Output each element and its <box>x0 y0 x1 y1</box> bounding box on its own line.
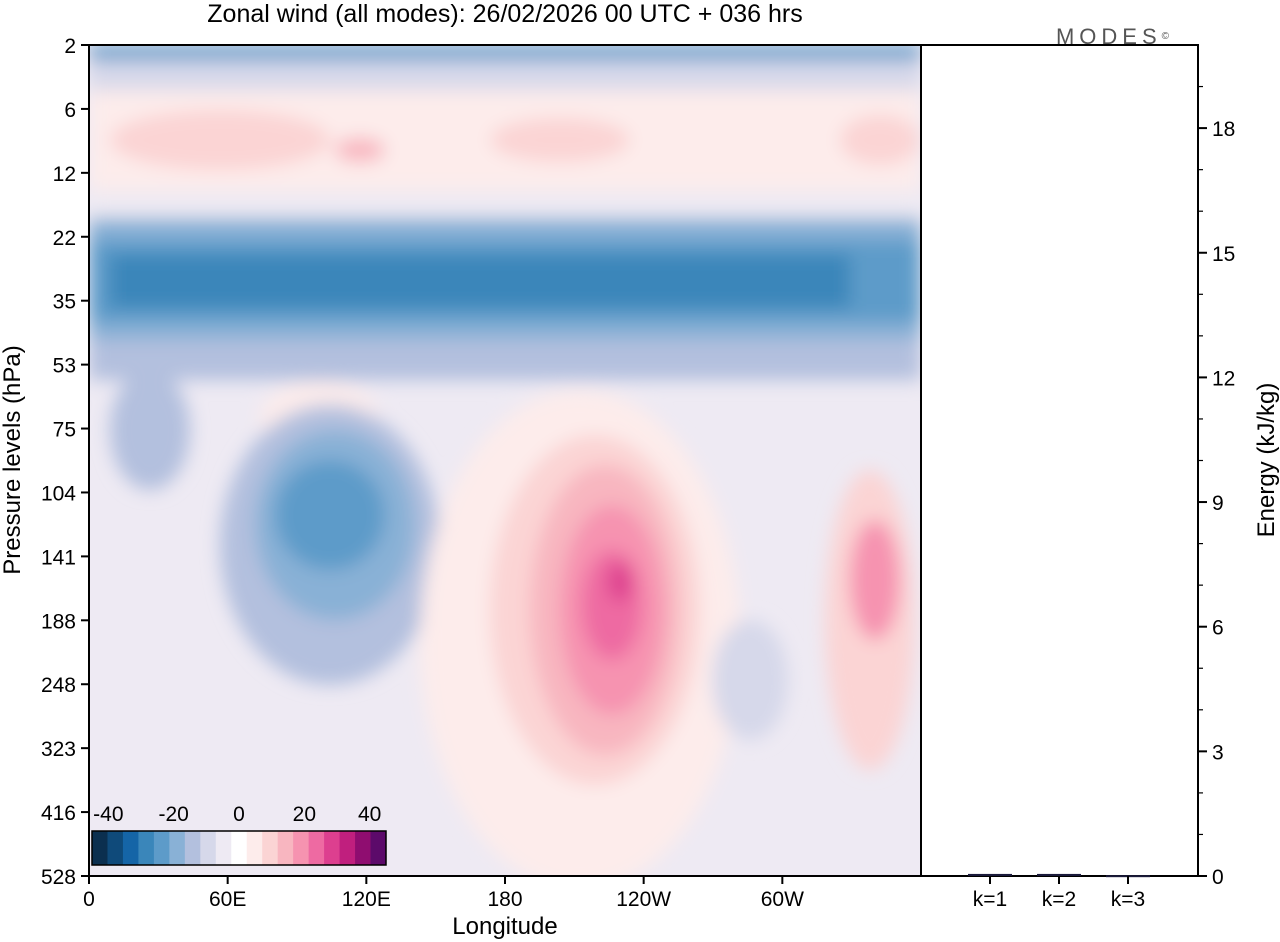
energy-tick-label: 3 <box>1212 741 1224 764</box>
x-tick-label: 60W <box>761 888 804 911</box>
energy-tick-label: 0 <box>1212 866 1224 889</box>
colorbar-swatch <box>324 831 341 865</box>
field-eastern-lobe-core <box>850 520 900 640</box>
field-jet-fringe <box>89 340 921 380</box>
energy-tick-label: 18 <box>1212 118 1235 141</box>
y-axis-label: Pressure levels (hPa) <box>0 345 26 574</box>
field-upper-easterly <box>89 45 921 63</box>
colorbar-swatch <box>339 831 356 865</box>
y-tick-label: 323 <box>41 738 76 761</box>
heatmap-axes: 0 60E 120E 180 120W 60W 2 6 12 22 35 53 75 104 141 188 2… <box>41 35 804 911</box>
colorbar-swatch <box>277 831 294 865</box>
field-westerly-blob-2 <box>490 118 630 162</box>
energy-x-tick-label: k=3 <box>1111 888 1145 911</box>
colorbar-swatch <box>262 831 279 865</box>
y-tick-label: 2 <box>64 35 76 58</box>
field-easterly-west <box>110 370 190 490</box>
y-tick-label: 22 <box>53 227 76 250</box>
colorbar-swatch <box>122 831 139 865</box>
y-tick-label: 528 <box>41 866 76 889</box>
y-tick-label: 53 <box>53 355 76 378</box>
colorbar-swatch <box>169 831 186 865</box>
field-easterly-core <box>275 460 385 570</box>
colorbar: -40 -20 0 20 40 <box>91 803 387 866</box>
chart-title: Zonal wind (all modes): 26/02/2026 00 UT… <box>207 0 802 28</box>
colorbar-swatch <box>153 831 170 865</box>
energy-bar <box>968 873 1012 876</box>
y-tick-label: 12 <box>53 163 76 186</box>
colorbar-swatch <box>246 831 263 865</box>
y-tick-label: 75 <box>53 419 76 442</box>
energy-tick-label: 9 <box>1212 492 1224 515</box>
colorbar-frame <box>91 830 387 866</box>
y-tick-label: 6 <box>64 99 76 122</box>
colorbar-tick-label: 0 <box>233 803 245 826</box>
colorbar-swatch <box>293 831 310 865</box>
energy-tick-label: 15 <box>1212 243 1235 266</box>
heatmap-plot <box>89 45 921 876</box>
x-tick-label: 0 <box>83 888 95 911</box>
energy-tick-label: 6 <box>1212 617 1224 640</box>
heatmap-field <box>89 45 921 876</box>
energy-tick-label: 12 <box>1212 367 1235 390</box>
field-transition <box>89 190 921 215</box>
field-westerly-blob-3 <box>840 115 920 165</box>
field-westerly-core <box>335 138 385 162</box>
colorbar-tick-label: 40 <box>358 803 381 826</box>
field-westerly-max <box>608 562 632 602</box>
colorbar-swatch <box>184 831 201 865</box>
y-tick-label: 104 <box>41 482 76 505</box>
energy-bars: k=1 k=2 k=3 <box>968 873 1150 911</box>
colorbar-swatch <box>107 831 124 865</box>
energy-bar <box>1037 873 1081 876</box>
colorbar-tick-label: 20 <box>293 803 316 826</box>
colorbar-tick-label: -40 <box>93 803 123 826</box>
colorbar-swatch <box>370 831 387 865</box>
colorbar-swatch <box>138 831 155 865</box>
energy-plot-frame <box>920 44 1199 877</box>
field-westerly-blob-1 <box>110 110 330 170</box>
y-tick-label: 35 <box>53 291 76 314</box>
colorbar-swatch <box>355 831 372 865</box>
colorbar-swatch <box>200 831 217 865</box>
colorbar-swatch <box>231 831 248 865</box>
field-upper-light <box>89 60 921 90</box>
energy-axes: 0 3 6 9 12 15 18 <box>1198 85 1235 889</box>
y-tick-label: 416 <box>41 802 76 825</box>
y-tick-label: 248 <box>41 674 76 697</box>
y-tick-label: 188 <box>41 610 76 633</box>
colorbar-swatch <box>92 831 108 865</box>
x-tick-label: 180 <box>487 888 522 911</box>
y-tick-label: 141 <box>41 546 76 569</box>
colorbar-tick-label: -20 <box>158 803 188 826</box>
colorbar-swatch <box>215 831 232 865</box>
x-tick-label: 120W <box>616 888 671 911</box>
colorbar-swatch <box>308 831 325 865</box>
x-tick-label: 120E <box>342 888 391 911</box>
energy-x-tick-label: k=2 <box>1042 888 1076 911</box>
energy-axis-label: Energy (kJ/kg) <box>1253 383 1280 538</box>
field-easterly-patch <box>712 620 788 740</box>
energy-x-tick-label: k=1 <box>973 888 1007 911</box>
field-jet-core <box>110 254 850 308</box>
field-westerly-ring-4 <box>582 550 642 660</box>
x-tick-label: 60E <box>209 888 246 911</box>
x-axis-label: Longitude <box>452 913 557 940</box>
